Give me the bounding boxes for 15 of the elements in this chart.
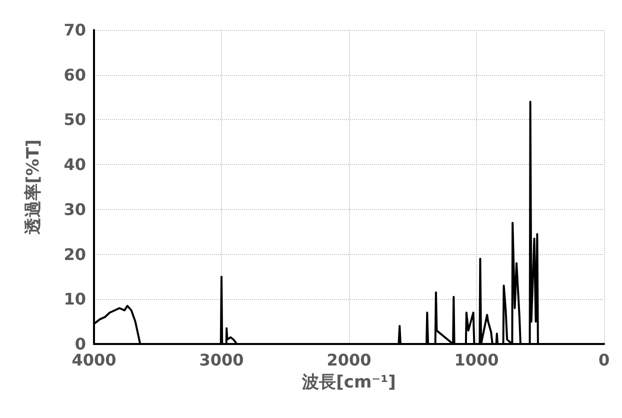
y-tick-label: 40 — [64, 155, 86, 174]
x-tick-label: 0 — [598, 350, 610, 370]
y-tick-label: 70 — [64, 20, 86, 40]
x-axis-title: 波長[cm⁻¹] — [301, 372, 396, 392]
y-tick-label: 10 — [64, 290, 86, 309]
y-axis-title: 透過率[%T] — [24, 139, 44, 236]
x-tick-label: 4000 — [72, 350, 116, 370]
x-tick-label: 3000 — [199, 350, 244, 370]
y-tick-label: 0 — [74, 334, 86, 354]
y-tick-label: 20 — [64, 244, 86, 264]
y-tick-label: 50 — [64, 110, 86, 130]
y-tick-label: 60 — [64, 65, 86, 84]
x-tick-label: 2000 — [326, 350, 372, 370]
x-tick-label: 1000 — [454, 350, 499, 370]
y-tick-label: 30 — [64, 200, 86, 219]
